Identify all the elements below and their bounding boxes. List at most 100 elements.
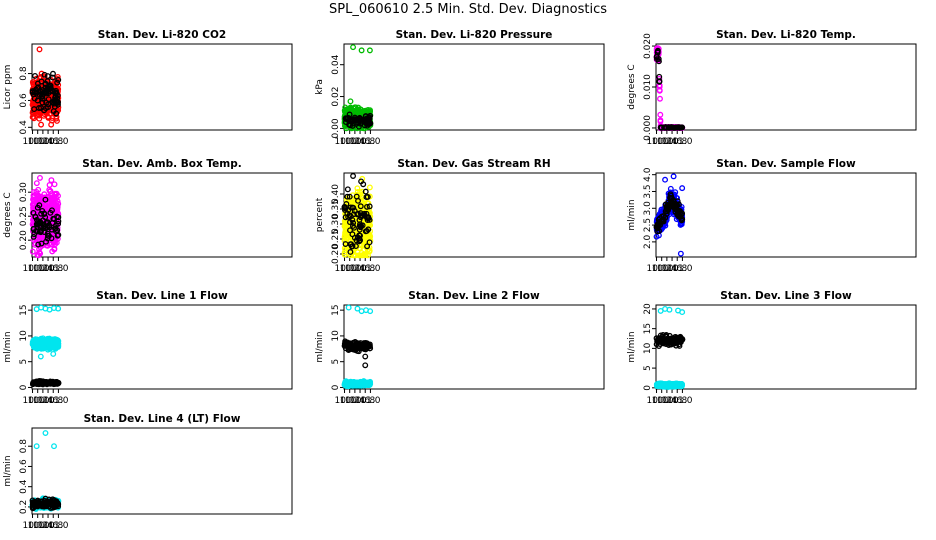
plot-frame	[31, 172, 293, 258]
y-axis-label: ml/min	[627, 331, 637, 362]
data-point-outlier	[362, 362, 369, 369]
data-point	[38, 343, 45, 350]
data-point	[29, 248, 36, 255]
x-tick-label: 11.0	[48, 137, 68, 147]
y-tick-label: 0.25	[19, 206, 29, 226]
figure-title: SPL_060610 2.5 Min. Std. Dev. Diagnostic…	[329, 2, 607, 17]
data-point	[48, 235, 55, 242]
panel-p7: Stan. Dev. Line 1 Flow10.010.210.410.610…	[3, 290, 293, 406]
x-tick-label: 11.0	[672, 137, 692, 147]
x-tick-label: 10.8	[43, 264, 63, 274]
data-point	[33, 188, 40, 195]
y-tick-label: 0.40	[331, 184, 341, 204]
series-selected	[29, 378, 62, 388]
panel-title: Stan. Dev. Line 2 Flow	[408, 290, 540, 302]
data-point	[34, 97, 41, 104]
data-point	[663, 337, 670, 344]
data-point	[31, 115, 37, 122]
panel-p9: Stan. Dev. Line 3 Flow10.010.210.410.610…	[627, 290, 917, 406]
x-tick-label: 10.6	[662, 264, 682, 274]
data-point	[48, 177, 55, 184]
data-point	[53, 110, 60, 117]
data-point	[349, 204, 356, 211]
x-tick-label: 10.4	[345, 264, 365, 274]
data-point-outlier	[362, 353, 369, 360]
data-point	[656, 73, 663, 80]
panel-p2: Stan. Dev. Li-820 Pressure10.010.210.410…	[315, 29, 605, 147]
plot-frame	[343, 304, 605, 390]
x-tick-label: 10.2	[28, 396, 48, 406]
y-tick-label: 0	[643, 385, 653, 391]
panel-p10: Stan. Dev. Line 4 (LT) Flow10.010.210.41…	[3, 413, 293, 531]
x-tick-label: 10.8	[43, 137, 63, 147]
x-tick-label: 10.6	[350, 137, 370, 147]
y-axis-label: ml/min	[627, 199, 637, 230]
data-point	[359, 212, 366, 219]
x-tick-label: 10.0	[646, 137, 666, 147]
panel-title: Stan. Dev. Sample Flow	[716, 158, 856, 170]
data-point-outlier	[50, 351, 57, 357]
data-point	[656, 338, 663, 345]
plot-frame	[31, 427, 293, 515]
data-point	[30, 233, 37, 240]
data-point	[49, 248, 56, 255]
y-tick-label: 10	[643, 342, 653, 354]
data-point	[656, 87, 663, 94]
data-point-outlier	[666, 306, 673, 313]
y-tick-label: 4.0	[643, 167, 653, 182]
x-tick-label: 10.2	[652, 396, 672, 406]
y-tick-label: 5	[19, 359, 29, 365]
x-tick-label: 11.0	[48, 521, 68, 531]
data-point	[36, 202, 43, 209]
data-point	[662, 201, 669, 208]
data-point	[54, 206, 61, 213]
data-point	[356, 381, 363, 387]
data-point-outlier	[48, 121, 55, 128]
data-point	[365, 114, 372, 121]
data-point	[38, 70, 45, 77]
x-tick-label: 10.4	[657, 137, 677, 147]
y-axis-label: degrees C	[627, 64, 637, 109]
data-point	[359, 342, 366, 349]
x-tick-label: 10.4	[33, 264, 53, 274]
data-point	[36, 240, 43, 247]
data-point	[42, 196, 49, 203]
y-axis-label: percent	[315, 197, 325, 232]
data-point	[29, 114, 36, 121]
x-tick-label: 10.0	[334, 137, 354, 147]
data-point	[364, 341, 371, 348]
plot-frame	[31, 304, 293, 390]
y-axis-label: ml/min	[315, 331, 325, 362]
data-point	[662, 382, 668, 389]
data-point	[653, 53, 660, 60]
x-tick-label: 10.2	[28, 264, 48, 274]
series-selected	[342, 111, 374, 130]
plot-frame	[655, 172, 917, 258]
data-point	[35, 341, 42, 348]
y-axis-label: degrees C	[3, 192, 13, 237]
data-point	[342, 247, 349, 253]
data-point-outlier	[367, 308, 374, 315]
y-tick-label: 0.6	[19, 459, 29, 474]
data-point	[362, 252, 369, 259]
x-tick-label: 10.8	[43, 396, 63, 406]
y-tick-label: 20	[643, 303, 653, 315]
data-point	[48, 342, 55, 348]
data-point	[55, 231, 62, 238]
data-point	[362, 188, 369, 195]
panel-p3: Stan. Dev. Li-820 Temp.10.010.210.410.61…	[627, 29, 917, 147]
x-tick-label: 11.0	[48, 264, 68, 274]
data-point	[366, 184, 373, 191]
y-tick-label: 0.30	[19, 182, 29, 202]
data-point	[364, 214, 370, 221]
data-point	[54, 99, 61, 106]
x-tick-label: 10.8	[355, 137, 375, 147]
data-point	[49, 74, 56, 81]
data-point	[50, 70, 56, 77]
data-point	[673, 202, 680, 209]
data-point	[36, 379, 43, 386]
panel-p1: Stan. Dev. Li-820 CO210.010.210.410.610.…	[3, 29, 293, 147]
y-axis-label: ml/min	[3, 455, 13, 486]
data-point	[33, 180, 40, 187]
